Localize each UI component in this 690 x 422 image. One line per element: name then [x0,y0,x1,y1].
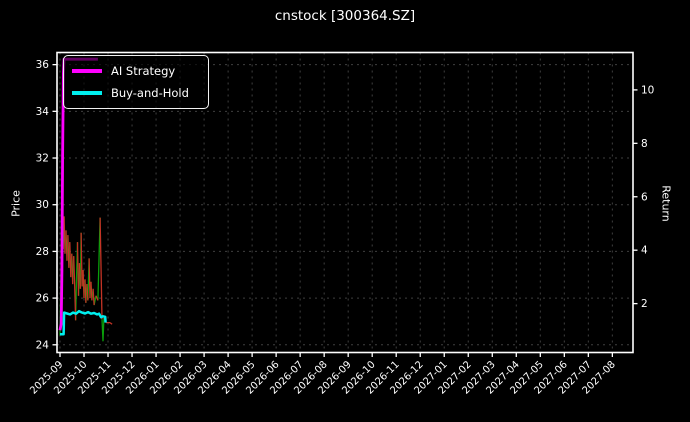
plot-border [56,51,634,354]
buy-and-hold-line-swatch [72,91,102,95]
y-tick-label-left: 34 [36,106,50,118]
legend: AI Strategy Buy-and-Hold [63,55,209,109]
y-tick-label-left: 32 [36,153,49,165]
y-tick-label-left: 26 [36,293,50,305]
y-tick-label-right: 4 [641,245,648,257]
legend-entry-buy-and-hold: Buy-and-Hold [72,86,198,100]
y-tick-label-left: 28 [36,246,49,258]
y-axis-label-left: Price [9,190,23,217]
ai-strategy-line-swatch [72,69,102,73]
legend-entry-ai-strategy: AI Strategy [72,64,198,78]
y-tick-label-left: 36 [36,59,50,71]
y-tick-label-right: 2 [641,298,648,310]
y-tick-label-right: 6 [641,191,648,203]
y-tick-label-right: 8 [641,138,648,150]
chart-title: cnstock [300364.SZ] [274,8,416,24]
legend-label: AI Strategy [111,64,176,78]
legend-label: Buy-and-Hold [111,86,189,100]
y-tick-label-right: 10 [641,84,654,96]
buy-and-hold-line [60,309,107,336]
y-tick-label-left: 24 [36,339,50,351]
y-tick-label-left: 30 [36,199,49,211]
y-axis-label-right: Return [659,185,673,222]
